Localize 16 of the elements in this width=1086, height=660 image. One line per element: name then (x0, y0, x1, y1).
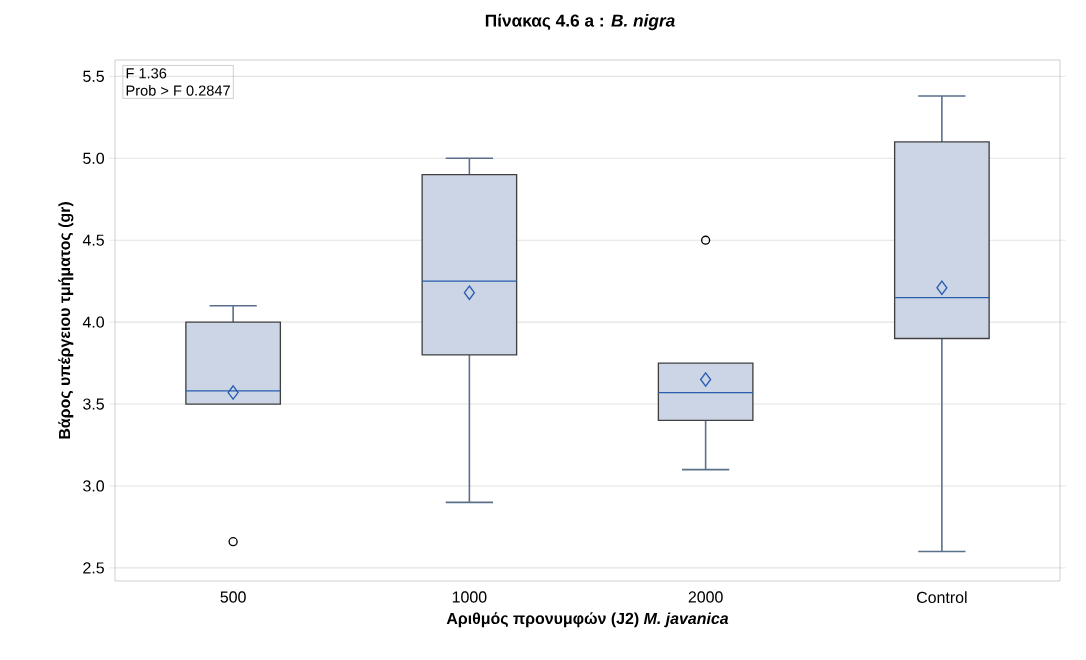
y-tick-label: 2.5 (83, 562, 104, 574)
annotation: Prob > F 0.2847 (126, 85, 230, 96)
y-tick-label: 4.0 (82, 316, 105, 328)
annotation: F 1.36 (126, 68, 167, 79)
x-axis-title: Αριθμός προνυμφών (J2) M. javanica (446, 612, 729, 628)
y-tick-label: 3.0 (83, 480, 105, 492)
y-tick-label: 3.5 (83, 398, 104, 410)
y-tick-label: 5.5 (83, 70, 104, 82)
chart-title: Πίνακας 4.6 a : B. nigra (485, 13, 675, 31)
y-tick-label: 4.5 (82, 234, 104, 246)
x-tick-label: 2000 (688, 591, 723, 603)
y-tick-label: 5.0 (83, 152, 105, 164)
x-tick-label: 500 (220, 591, 246, 603)
x-tick-label: 1000 (452, 591, 487, 603)
x-tick-label: Control (917, 591, 967, 604)
y-axis-title: Βάρος υπέργειου τμήματος (gr) (58, 202, 74, 439)
